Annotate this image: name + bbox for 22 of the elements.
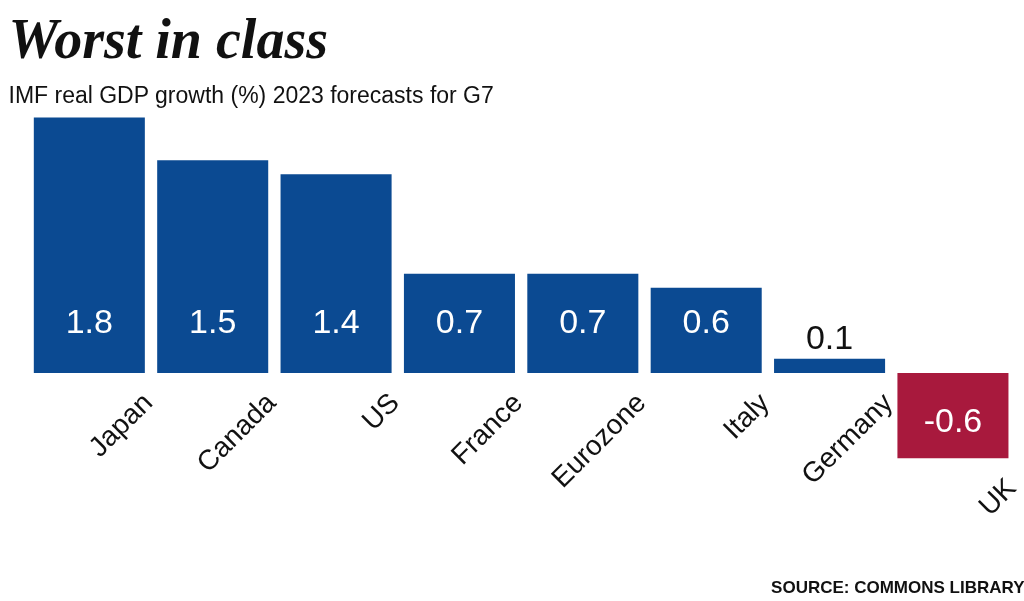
bar xyxy=(403,273,515,373)
x-tick-label: US xyxy=(355,386,405,437)
chart-subtitle: IMF real GDP growth (%) 2023 forecasts for G7 xyxy=(8,81,494,108)
bar xyxy=(774,358,886,373)
bar xyxy=(897,373,1009,459)
chart-title: Worst in class xyxy=(8,7,328,70)
data-label: 1.4 xyxy=(312,302,360,341)
data-label: 0.1 xyxy=(805,317,854,356)
data-label: -0.6 xyxy=(923,401,983,440)
bar xyxy=(33,117,145,373)
data-label: 0.6 xyxy=(682,302,730,341)
data-label: 1.8 xyxy=(65,302,113,341)
x-tick-label: Italy xyxy=(716,386,775,445)
bar xyxy=(527,273,639,373)
x-tick-label: UK xyxy=(972,471,1022,522)
data-label: 0.7 xyxy=(435,302,484,341)
bar xyxy=(280,174,392,373)
data-label: 1.5 xyxy=(189,302,237,341)
bar xyxy=(157,160,269,373)
bar xyxy=(650,287,762,373)
data-label: 0.7 xyxy=(559,302,607,341)
source-note: SOURCE: COMMONS LIBRARY xyxy=(771,577,1024,597)
